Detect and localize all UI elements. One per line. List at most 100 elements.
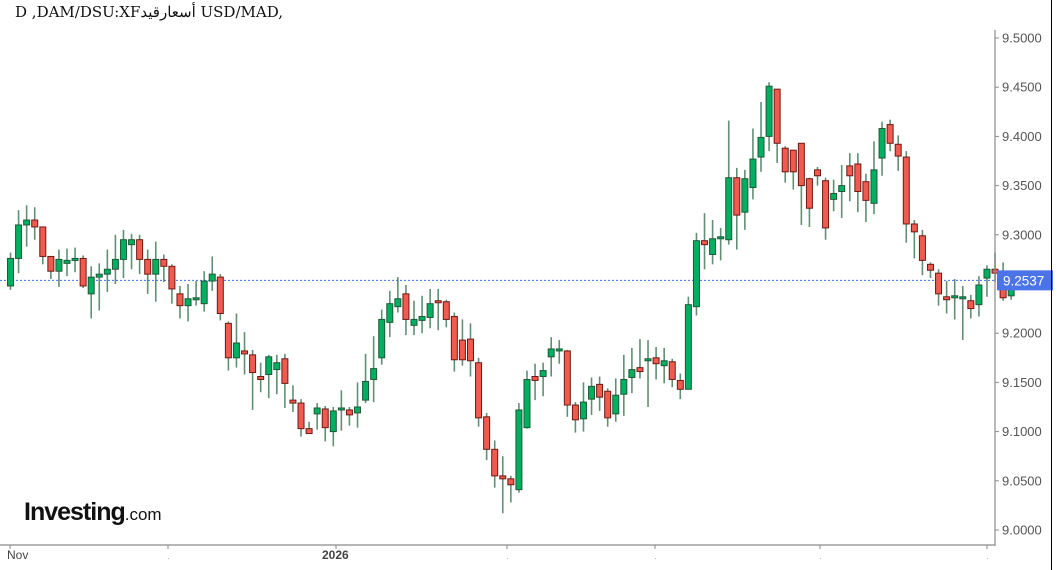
candle [684,296,692,390]
candle [55,249,63,287]
candle [329,407,337,447]
candle [386,290,394,338]
current-price-label: 9.2537 [1003,273,1044,288]
candle [870,141,878,215]
candle [434,288,442,331]
candle [523,370,531,429]
candle [660,347,668,384]
candle [7,252,14,290]
candle [176,285,184,319]
candle [442,299,450,328]
candle [426,288,434,329]
candle [450,312,458,372]
candle [47,255,55,280]
price-tick-label: 9.3000 [1002,227,1042,242]
candle [192,281,200,306]
candle [789,149,797,190]
candle [701,213,709,270]
candle [168,264,176,304]
time-tick-label: 2026 [322,548,349,562]
candle [119,229,127,279]
candle [313,403,321,430]
time-tick-label: Nov [7,548,28,562]
candle [370,336,378,403]
price-axis[interactable]: 9.5000 9.4500 9.4000 9.3500 9.3000 9.2000 9.15… [994,30,1042,546]
candle [491,440,499,488]
candle [959,285,967,341]
candle [184,284,192,322]
candle [636,339,644,379]
candle [152,241,160,302]
candle [846,153,854,202]
candle [337,390,345,431]
price-tick-label: 9.0500 [1002,473,1042,488]
candle [926,262,934,279]
candle [943,281,951,314]
candle [733,167,741,250]
candle [475,357,483,427]
candle [466,323,474,377]
candle [805,177,813,227]
candle [410,300,418,336]
candles [7,82,1015,514]
candle [39,226,47,265]
candle [862,173,870,223]
candle [725,120,733,245]
candle [515,403,523,493]
candle [717,227,725,261]
candle [822,177,830,240]
candle [951,279,959,320]
candle [458,319,466,366]
candle [63,248,71,277]
candle [910,220,918,259]
candle [31,207,39,240]
candle [902,151,910,243]
candle [579,382,587,432]
candle [741,169,749,230]
candle [539,362,547,397]
candle [241,332,249,375]
candle [499,456,507,514]
candle [297,399,305,437]
candle [273,354,281,395]
candle [967,294,975,319]
candle [281,353,289,408]
candle [878,121,886,176]
price-tick-label: 9.3500 [1002,178,1042,193]
candle [563,349,571,417]
candle [354,382,362,428]
logo-domain: .com [124,505,162,524]
time-axis[interactable]: Nov 2026 [0,544,995,562]
candle [224,321,232,371]
candle [362,353,370,404]
candle [111,234,119,284]
candle [95,263,103,311]
candle [765,82,773,152]
candle [232,313,240,368]
candle [709,220,717,265]
candle [418,295,426,334]
current-price-badge: 9.2537 [997,270,1053,291]
candle [886,119,894,152]
candle [612,378,620,422]
price-tick-label: 9.5000 [1002,31,1042,46]
candle [200,271,208,312]
price-tick-label: 9.1000 [1002,424,1042,439]
candle [160,254,168,283]
investing-logo: Investing.com [24,498,162,527]
candle [596,376,604,411]
candle [208,256,216,291]
candle [79,255,87,288]
candle [975,276,983,317]
candle [103,249,111,292]
candle [628,347,636,394]
candle [797,142,805,225]
candle [289,385,297,412]
candle [676,373,684,400]
candle [15,210,23,274]
price-tick-label: 9.2000 [1002,326,1042,341]
price-tick-label: 9.1500 [1002,375,1042,390]
candle [216,274,224,321]
candle [692,232,700,316]
